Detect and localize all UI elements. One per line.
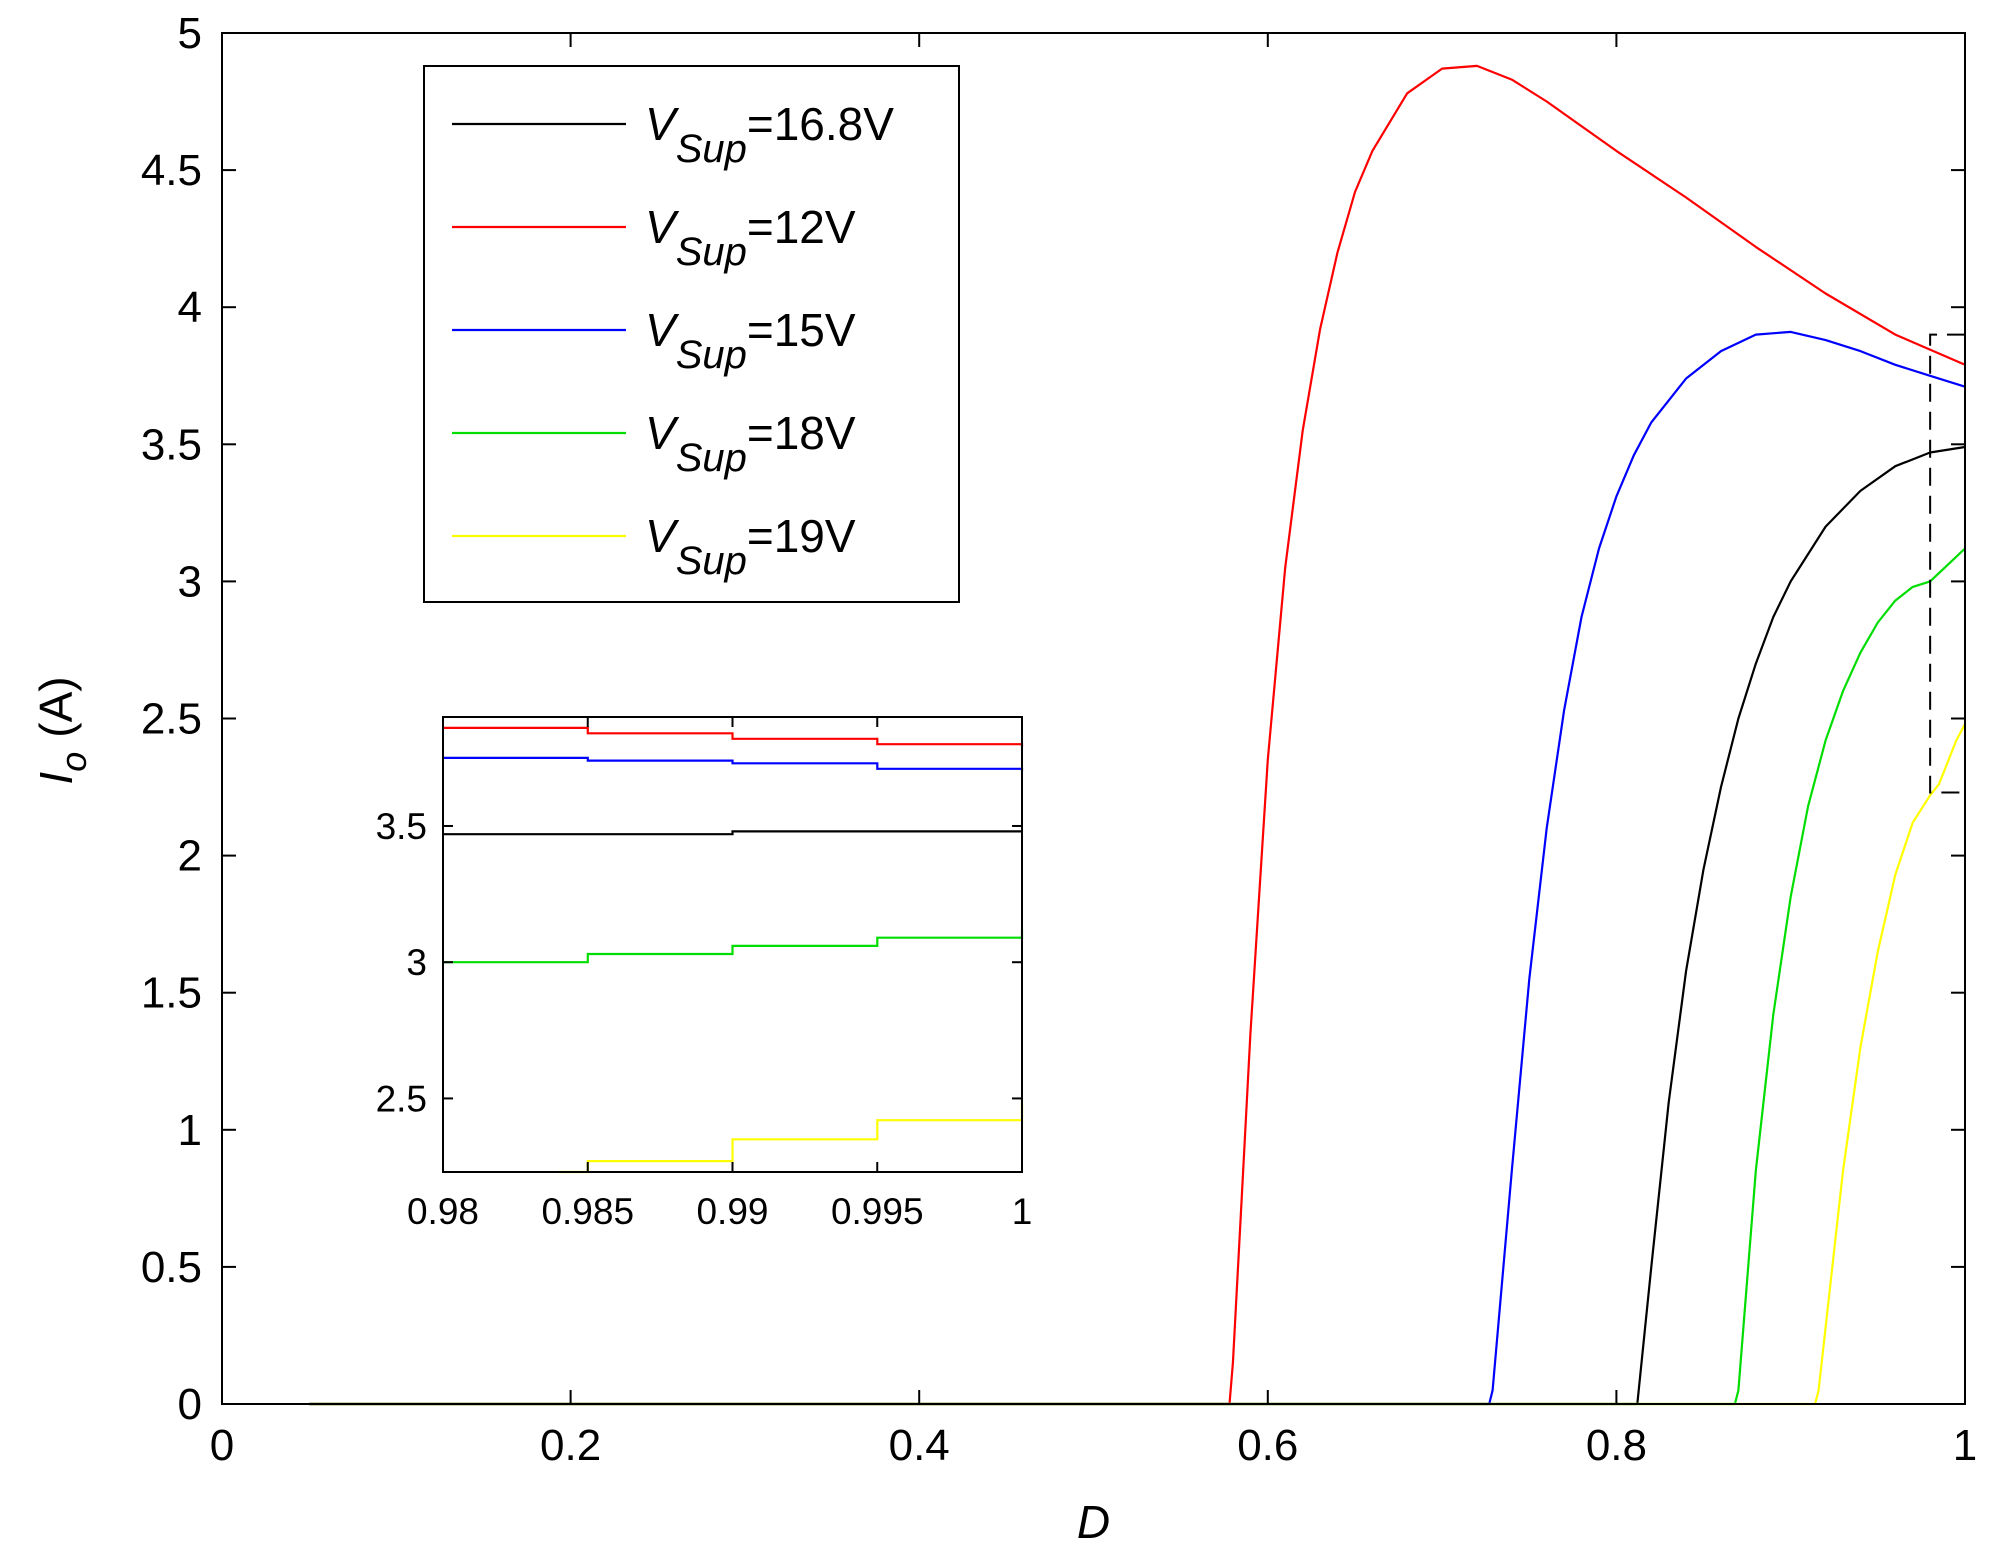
legend-label-sub: Sup <box>676 127 747 171</box>
legend-label-sub: Sup <box>676 436 747 480</box>
inset-x-tick-label: 0.99 <box>696 1191 768 1232</box>
y-tick-label: 0 <box>178 1380 202 1429</box>
y-tick-label: 0.5 <box>141 1243 202 1292</box>
series-line-16-8v <box>309 445 1966 1406</box>
inset-background <box>443 717 1022 1172</box>
main-ticks: 0 0.2 0.4 0.6 0.8 1 0 0.5 1 1.5 2 2.5 3 3.5 4 4.5 5 <box>141 9 1977 1470</box>
y-axis-label-symbol: I <box>30 772 82 785</box>
y-tick-label: 1 <box>178 1106 202 1155</box>
inset-series-line <box>443 726 1024 747</box>
y-axis-label-unit: (A) <box>30 676 82 737</box>
legend-label-value: =19V <box>747 510 856 562</box>
inset-series-line <box>443 756 1024 772</box>
y-tick-label: 2 <box>178 832 202 881</box>
inset-x-tick-label: 0.985 <box>541 1191 634 1232</box>
y-tick-label: 3 <box>178 557 202 606</box>
inset-y-tick-label: 3 <box>406 942 427 983</box>
series-line-18v <box>309 547 1966 1406</box>
legend-box <box>423 65 960 603</box>
x-tick-label: 0 <box>210 1421 234 1470</box>
inset-x-tick-label: 1 <box>1012 1191 1033 1232</box>
legend-label-value: =15V <box>747 304 856 356</box>
legend-label-18v: VSup=18V <box>645 407 856 480</box>
y-tick-label: 4.5 <box>141 146 202 195</box>
y-tick-label: 5 <box>178 9 202 58</box>
y-axis-label-subscript: o <box>53 752 94 772</box>
legend-label-var: V <box>645 510 680 562</box>
inset-x-tick-label: 0.98 <box>407 1191 479 1232</box>
legend-label-sub: Sup <box>676 230 747 274</box>
legend-label-19v: VSup=19V <box>645 510 856 583</box>
inset-plot: 0.98 0.985 0.99 0.995 1 2.5 3 3.5 <box>376 716 1033 1232</box>
x-tick-label: 0.6 <box>1237 1421 1298 1470</box>
y-axis-label: Io (A) <box>30 676 94 784</box>
x-tick-label: 0.8 <box>1586 1421 1647 1470</box>
series-line-12v <box>309 64 1966 1406</box>
legend-label-12v: VSup=12V <box>645 201 856 274</box>
zoom-box <box>1929 333 1965 794</box>
x-tick-label: 1 <box>1953 1421 1977 1470</box>
inset-x-tick-label: 0.995 <box>831 1191 924 1232</box>
series-line-15v <box>309 330 1966 1406</box>
main-plot: 0 0.2 0.4 0.6 0.8 1 0 0.5 1 1.5 2 2.5 3 3.5 4 4.5 5 <box>141 9 1977 1470</box>
y-tick-label: 2.5 <box>141 695 202 744</box>
legend-label-value: =18V <box>747 407 856 459</box>
x-tick-label: 0.4 <box>889 1421 950 1470</box>
legend-label-value: =12V <box>747 201 856 253</box>
inset-series-line <box>443 830 1022 836</box>
legend-label-var: V <box>645 407 680 459</box>
legend-label-value: =16.8V <box>747 98 894 150</box>
legend-label-var: V <box>645 201 680 253</box>
legend-label-15v: VSup=15V <box>645 304 856 377</box>
x-tick-label: 0.2 <box>540 1421 601 1470</box>
inset-ticks: 0.98 0.985 0.99 0.995 1 2.5 3 3.5 <box>376 717 1033 1232</box>
y-tick-label: 3.5 <box>141 420 202 469</box>
legend-label-sub: Sup <box>676 539 747 583</box>
main-series-group <box>309 64 1966 1406</box>
y-tick-label: 4 <box>178 283 202 332</box>
y-tick-label: 1.5 <box>141 969 202 1018</box>
inset-y-tick-label: 3.5 <box>376 806 427 847</box>
inset-y-tick-label: 2.5 <box>376 1078 427 1119</box>
legend-label-sub: Sup <box>676 333 747 377</box>
legend: VSup=16.8VVSup=12VVSup=15VVSup=18VVSup=1… <box>423 65 960 603</box>
x-axis-label: D <box>1077 1496 1110 1548</box>
legend-label-var: V <box>645 98 680 150</box>
inset-series-line <box>443 929 1024 964</box>
legend-label-16-8v: VSup=16.8V <box>645 98 894 171</box>
series-line-19v <box>309 723 1966 1406</box>
legend-label-var: V <box>645 304 680 356</box>
